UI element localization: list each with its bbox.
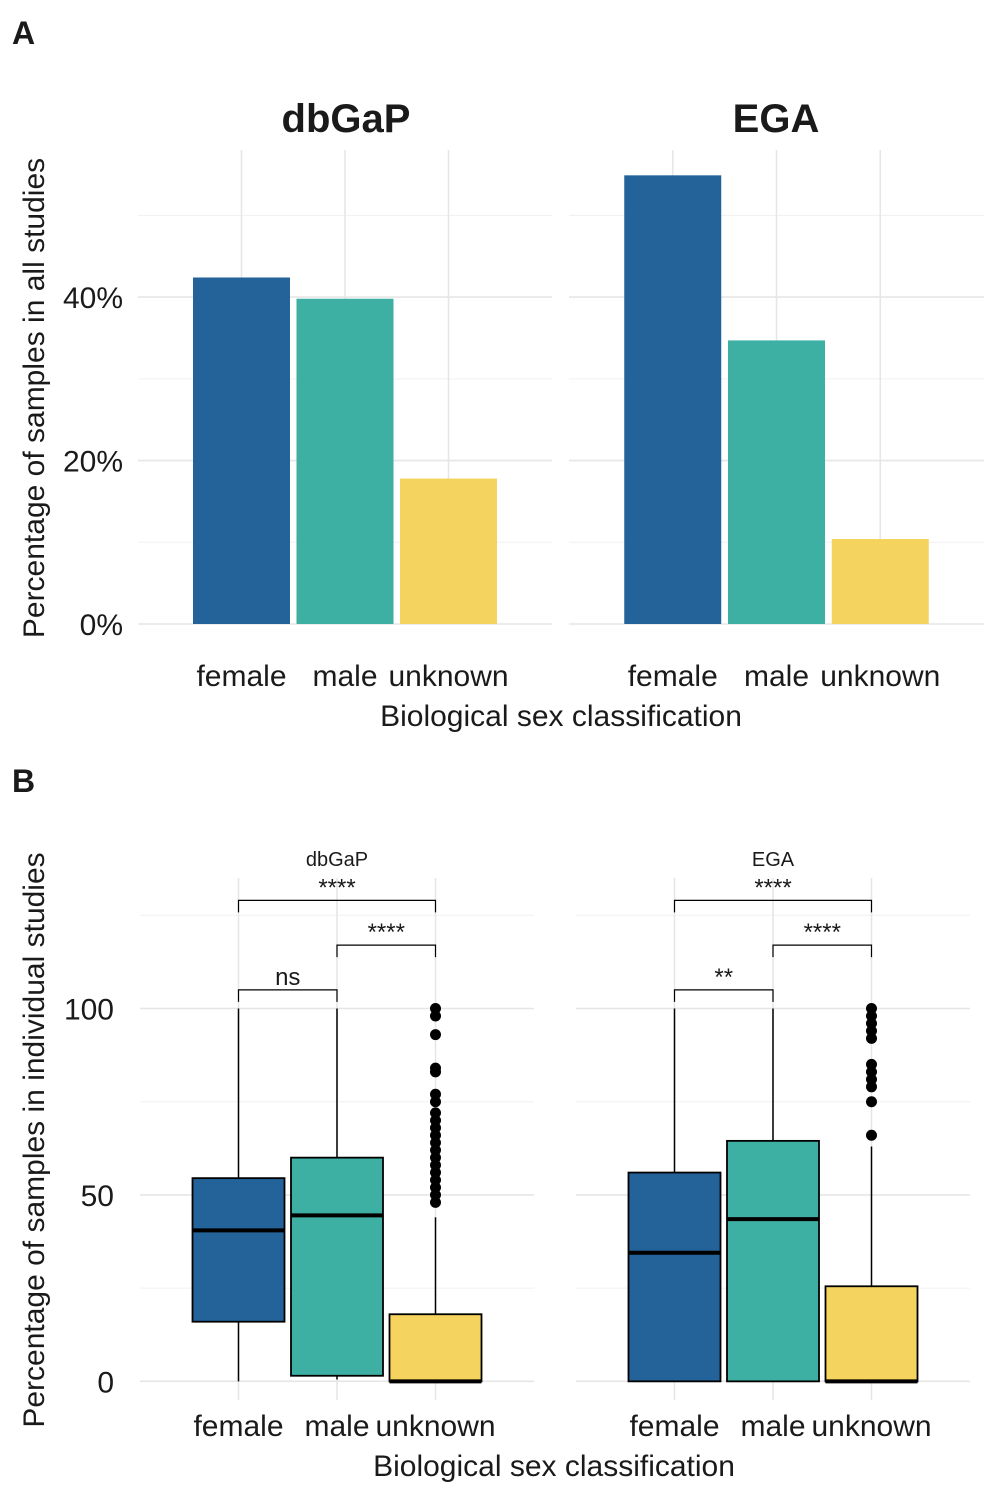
x-tick-label-b: female	[629, 1410, 719, 1443]
x-axis-label-b: Biological sex classification	[373, 1450, 735, 1483]
bar-dbgap-female	[193, 277, 290, 624]
comparison-bracket	[673, 899, 873, 913]
y-tick-label-a: 40%	[63, 282, 123, 315]
x-tick-label-a: unknown	[388, 660, 508, 693]
panel-label-b: B	[12, 763, 35, 799]
y-axis-label-a: Percentage of samples in all studies	[18, 158, 51, 638]
bar-dbgap-male	[296, 298, 394, 624]
x-tick-label-a: female	[628, 660, 718, 693]
comparison-bracket	[237, 989, 338, 1002]
x-tick-label-b: unknown	[811, 1410, 931, 1443]
comparison-bracket	[237, 899, 437, 913]
outlier-point	[866, 1129, 877, 1141]
y-axis-label-b: Percentage of samples in individual stud…	[18, 852, 51, 1427]
outlier-point	[866, 1003, 877, 1014]
significance-label: ****	[368, 919, 405, 946]
box-body	[388, 1313, 483, 1383]
comparison-bracket	[772, 944, 873, 958]
comparison-bracket	[673, 989, 774, 1002]
box-ega-male	[726, 1008, 820, 1383]
significance-label: **	[714, 964, 733, 991]
box-dbgap-unknown	[388, 1003, 483, 1384]
box-body	[290, 1156, 384, 1377]
significance-label: ****	[318, 874, 355, 901]
facet-title-dbgap-a: dbGaP	[282, 97, 411, 141]
panel-label-a: A	[12, 15, 35, 51]
outlier-point	[430, 1003, 441, 1014]
x-axis-label-a: Biological sex classification	[380, 700, 742, 733]
outlier-point	[866, 1058, 877, 1070]
facet-title-ega-b: EGA	[752, 849, 795, 871]
significance-label: ns	[275, 964, 300, 991]
x-tick-label-b: female	[193, 1410, 283, 1443]
bar-ega-unknown	[831, 539, 929, 624]
y-tick-label-b: 100	[64, 994, 114, 1027]
box-body	[627, 1171, 722, 1383]
box-dbgap-female	[191, 1008, 286, 1382]
facet-title-ega-a: EGA	[733, 97, 820, 141]
box-ega-female	[627, 1008, 722, 1383]
bar-ega-female	[624, 175, 722, 625]
y-tick-label-a: 0%	[80, 609, 123, 642]
panel-a: A 0%20%40% female male unknown female male un…	[12, 15, 984, 733]
significance-label: ****	[754, 874, 791, 901]
x-tick-label-b: male	[740, 1410, 805, 1443]
bar-ega-male	[728, 340, 825, 624]
facet-title-dbgap-b: dbGaP	[306, 849, 368, 871]
comparison-bracket	[336, 944, 437, 958]
outlier-point	[430, 1107, 441, 1119]
x-tick-label-a: male	[312, 660, 377, 693]
x-tick-label-a: female	[196, 660, 286, 693]
y-tick-label-b: 0	[97, 1366, 114, 1399]
outlier-point	[430, 1029, 441, 1041]
bar-dbgap-unknown	[400, 478, 497, 624]
box-body	[726, 1139, 820, 1383]
significance-label: ****	[804, 919, 841, 946]
box-body	[191, 1177, 286, 1323]
outlier-point	[430, 1088, 441, 1100]
y-tick-label-b: 50	[81, 1180, 114, 1213]
box-ega-unknown	[824, 1003, 919, 1384]
outlier-point	[430, 1062, 441, 1074]
x-tick-label-a: unknown	[820, 660, 940, 693]
box-body	[824, 1285, 919, 1383]
box-dbgap-male	[290, 1008, 384, 1380]
x-tick-label-b: unknown	[375, 1410, 495, 1443]
x-tick-label-b: male	[304, 1410, 369, 1443]
outlier-point	[866, 1096, 877, 1108]
y-tick-label-a: 20%	[63, 446, 123, 479]
x-tick-label-a: male	[744, 660, 809, 693]
